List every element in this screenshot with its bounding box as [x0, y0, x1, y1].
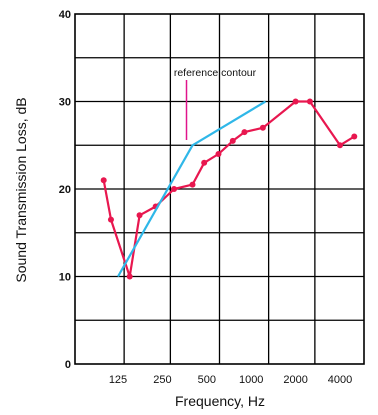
x-tick-label: 1000: [239, 374, 263, 386]
x-tick-label: 125: [109, 374, 127, 386]
measured-point: [215, 151, 222, 157]
y-tick-label: 20: [59, 184, 71, 196]
y-tick-label: 10: [59, 272, 71, 284]
measured-point: [292, 98, 299, 105]
x-tick-label: 4000: [328, 374, 352, 386]
y-axis-label: Sound Transmission Loss, dB: [13, 97, 29, 282]
grid: [75, 14, 364, 364]
x-tick-label: 500: [198, 374, 216, 386]
x-tick-label: 250: [153, 374, 171, 386]
y-ticks: 0 10 20 30 40: [59, 9, 71, 371]
x-ticks: 125 250 500 1000 2000 4000: [109, 374, 352, 386]
measured-point: [189, 181, 196, 188]
x-tick-label: 2000: [283, 374, 307, 386]
y-tick-label: 0: [65, 359, 71, 371]
series-layer: [100, 98, 358, 280]
y-tick-label: 40: [59, 9, 71, 21]
measured-point: [171, 186, 178, 192]
measured-point: [136, 212, 143, 219]
plot-frame: [74, 13, 365, 365]
measured-point: [351, 133, 358, 140]
measured-point: [107, 216, 114, 223]
measured-point: [241, 129, 248, 136]
annotation-label: reference contour: [174, 67, 257, 79]
measured-point: [126, 273, 133, 280]
x-axis-label: Frequency, Hz: [175, 393, 265, 409]
measured-point: [100, 177, 107, 184]
measured-point: [337, 142, 343, 149]
annotation: reference contour: [174, 67, 257, 140]
measured-point: [259, 124, 266, 131]
measured-point: [201, 159, 208, 166]
reference-contour-line: [117, 100, 267, 278]
y-tick-label: 30: [59, 97, 71, 109]
measured-point: [229, 137, 236, 144]
measured-point: [306, 98, 313, 105]
